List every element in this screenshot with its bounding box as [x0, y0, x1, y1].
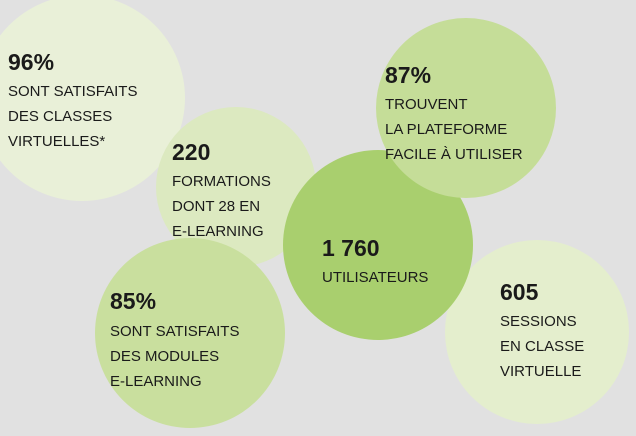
stat-label: DES CLASSES [8, 108, 112, 125]
stat-label: E-LEARNING [172, 223, 264, 240]
stat-label: SESSIONS [500, 313, 577, 330]
stat-value: 87% [385, 62, 431, 88]
stat-value: 1 760 [322, 235, 380, 261]
stat-value: 220 [172, 139, 210, 165]
circle [0, 0, 185, 201]
stat-label: DES MODULES [110, 348, 219, 365]
stat-label: FORMATIONS [172, 173, 271, 190]
stat-label: SONT SATISFAITS [8, 83, 137, 100]
stat-value: 96% [8, 49, 54, 75]
stat-value: 85% [110, 288, 156, 314]
stat-label: LA PLATEFORME [385, 121, 507, 138]
stat-label: VIRTUELLES* [8, 133, 105, 150]
stat-label: EN CLASSE [500, 338, 584, 355]
stat-label: UTILISATEURS [322, 269, 428, 286]
stat-label: FACILE À UTILISER [385, 146, 523, 163]
stat-label: E-LEARNING [110, 373, 202, 390]
circle [95, 238, 285, 428]
stat-label: VIRTUELLE [500, 363, 581, 380]
stat-label: DONT 28 EN [172, 198, 260, 215]
stat-label: SONT SATISFAITS [110, 323, 239, 340]
stat-label: TROUVENT [385, 96, 468, 113]
stat-value: 605 [500, 279, 539, 305]
circle [156, 107, 316, 267]
circle [445, 240, 629, 424]
circle [376, 18, 556, 198]
circle [283, 150, 473, 340]
